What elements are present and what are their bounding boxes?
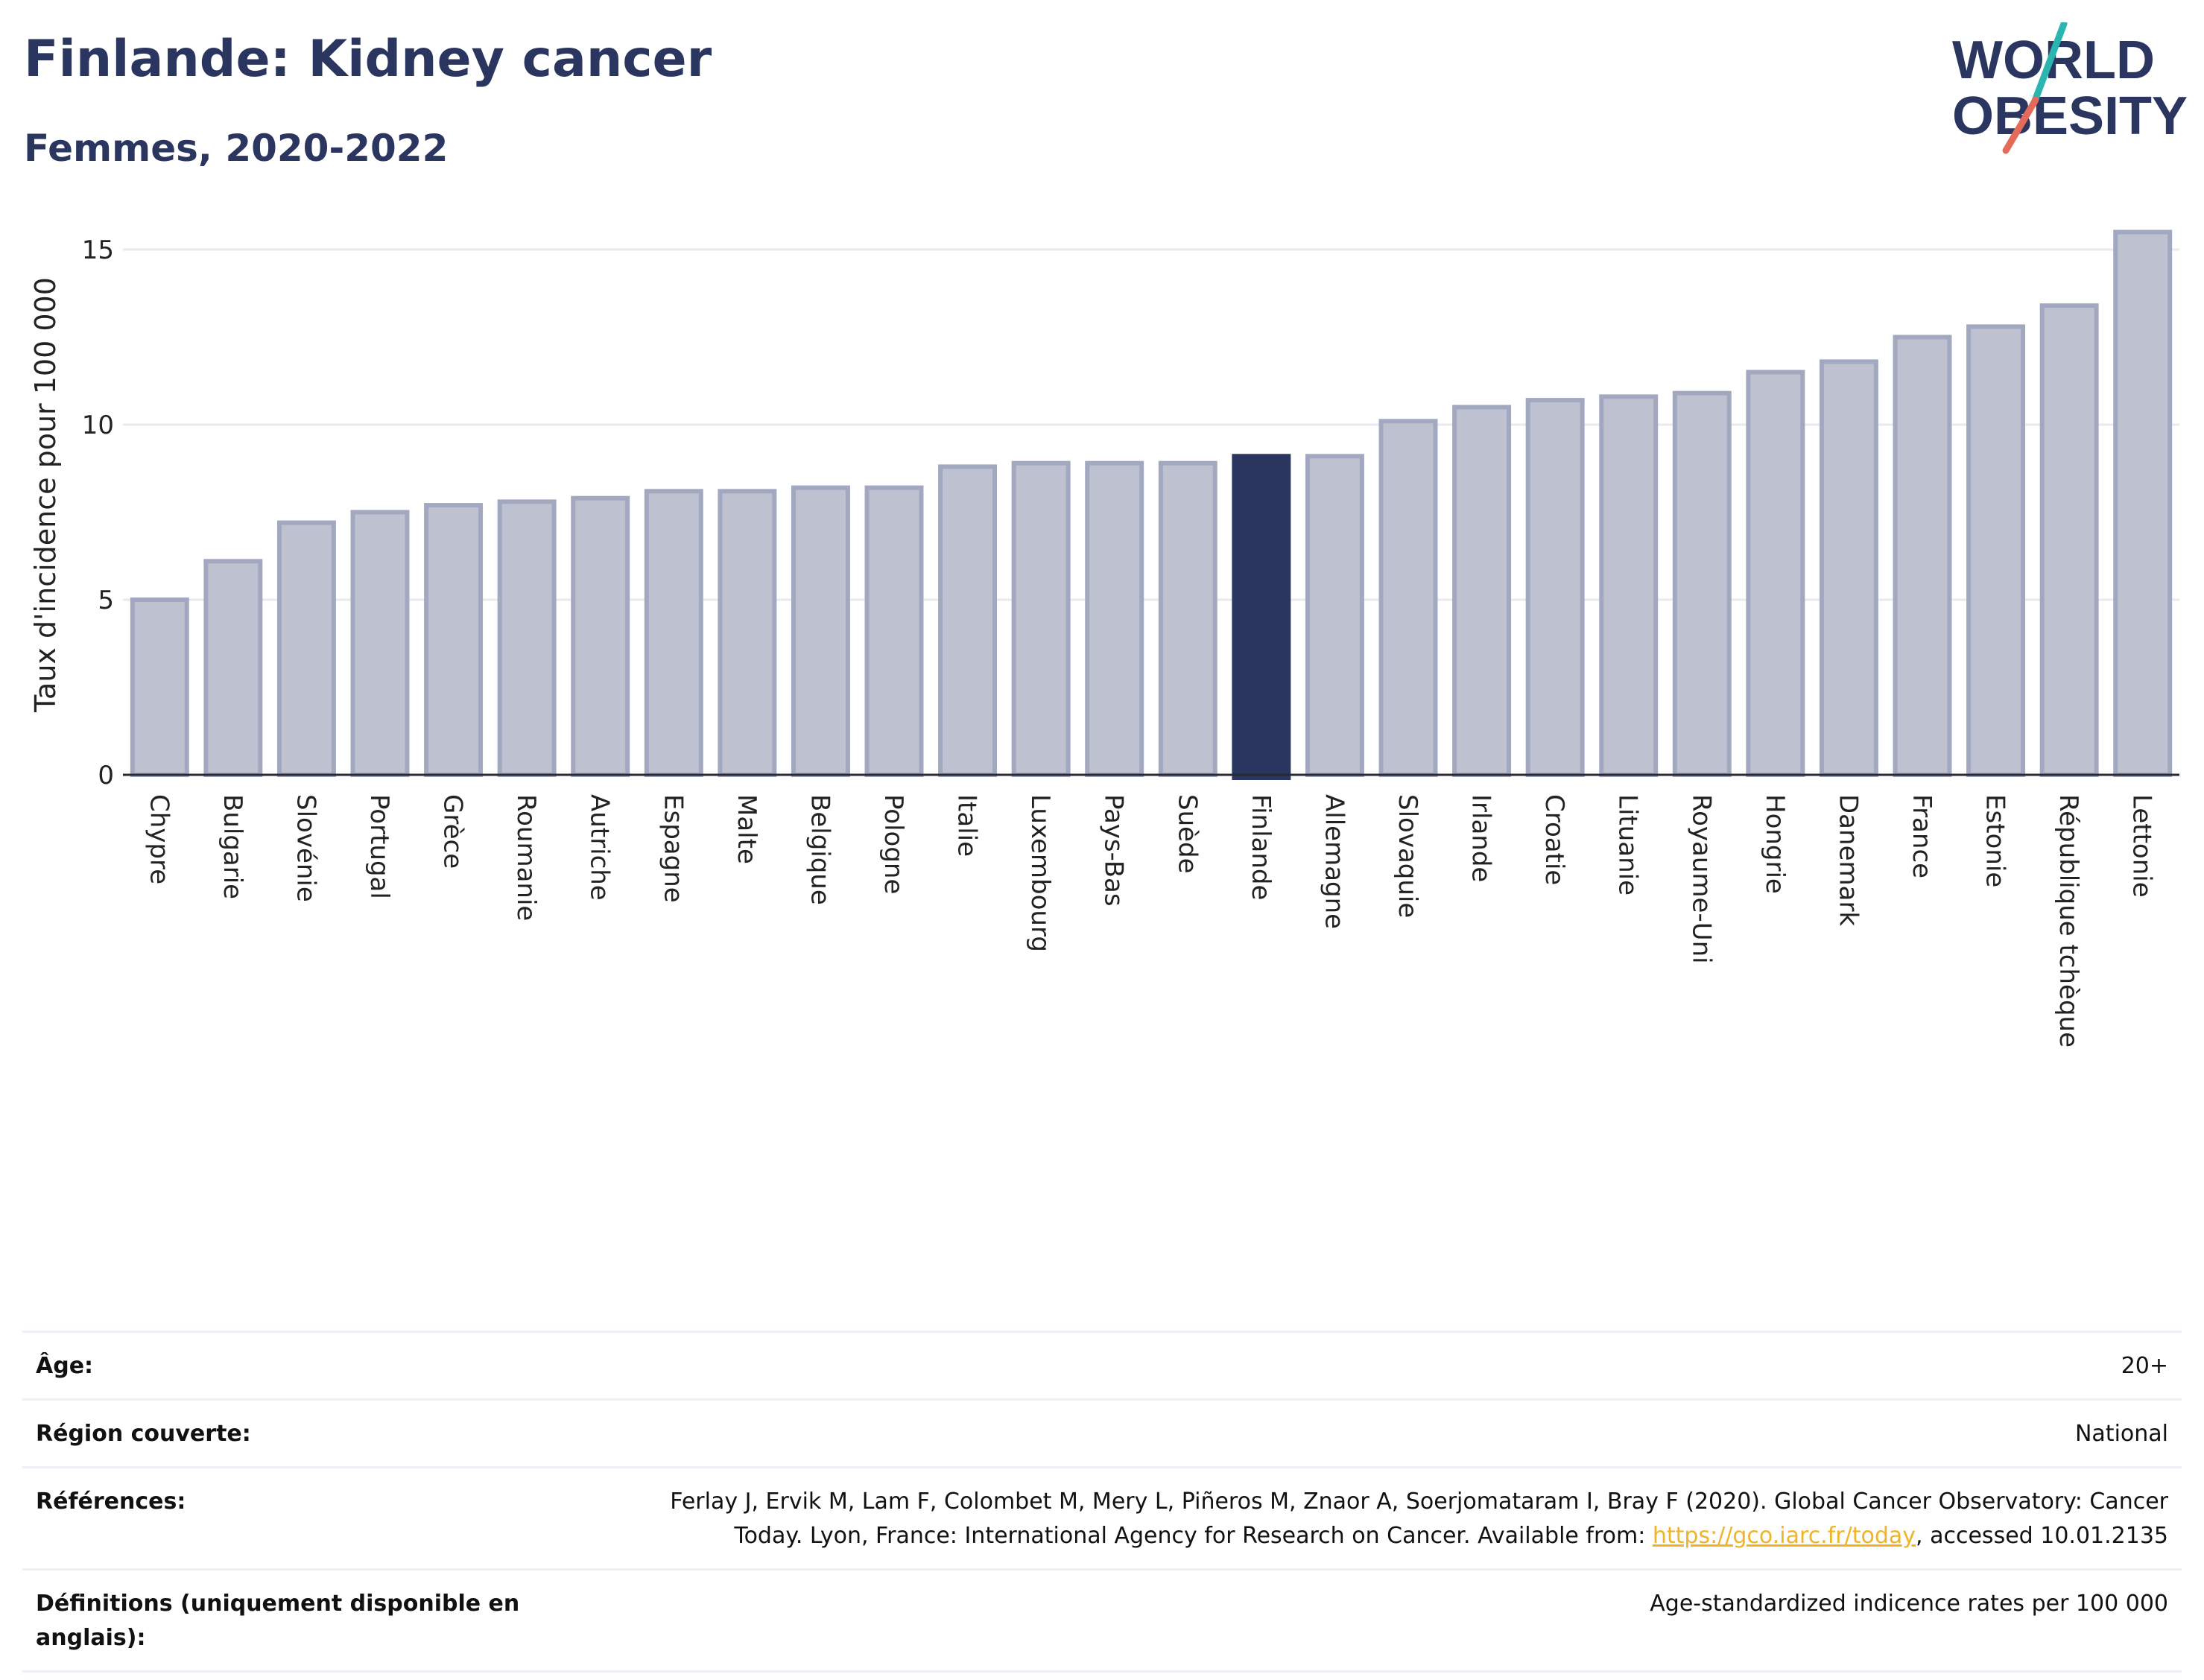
bar-belgique <box>791 485 850 777</box>
bar-france <box>1893 335 1952 777</box>
bar-pays-bas <box>1085 460 1144 777</box>
bar-espagne <box>644 489 703 777</box>
x-tick-label: Italie <box>952 794 982 857</box>
x-tick-label: Irlande <box>1466 794 1496 882</box>
bar-roumanie <box>497 499 557 778</box>
age-label: Âge: <box>22 1331 586 1400</box>
references-text: Ferlay J, Ervik M, Lam F, Colombet M, Me… <box>670 1489 2168 1549</box>
bar-luxembourg <box>1011 460 1071 777</box>
age-value: 20+ <box>586 1331 2182 1400</box>
references-value: Ferlay J, Ervik M, Lam F, Colombet M, Me… <box>586 1466 2182 1570</box>
definitions-label: Définitions (uniquement disponible en an… <box>22 1568 586 1673</box>
bar-autriche <box>571 495 630 777</box>
info-row-definitions: Définitions (uniquement disponible en an… <box>22 1568 2182 1673</box>
y-axis-label: Taux d'incidence pour 100 000 <box>29 277 62 713</box>
bar-italie <box>938 464 998 778</box>
logo-slash-coral <box>2002 96 2039 154</box>
x-tick-label: France <box>1907 794 1937 878</box>
x-tick-label: Estonie <box>1980 794 2010 887</box>
chart-subtitle: Femmes, 2020-2022 <box>24 127 449 170</box>
x-tick-label: Pays-Bas <box>1099 794 1129 907</box>
x-tick-label: Royaume-Uni <box>1686 794 1716 964</box>
x-tick-label: Danemark <box>1833 794 1863 926</box>
world-obesity-logo: WORLD OBESITY <box>1952 22 2188 154</box>
bar-chypre <box>130 597 189 777</box>
bar-pologne <box>864 485 924 777</box>
bar-gr-ce <box>424 503 484 777</box>
x-tick-label: Suède <box>1172 794 1202 874</box>
references-link[interactable]: https://gco.iarc.fr/today <box>1652 1523 1916 1549</box>
x-tick-label: Chypre <box>144 794 174 884</box>
logo-slash-teal <box>2030 22 2068 107</box>
bar-hongrie <box>1746 370 1805 777</box>
logo-line-2: OBESITY <box>1952 86 2188 146</box>
bar-chart: 0 5 10 15 Taux d'incidence pour 100 000 Chypr… <box>29 229 2179 1047</box>
y-tick-label: 5 <box>98 586 114 615</box>
info-row-region: Région couverte: National <box>22 1398 2182 1468</box>
bar-bulgarie <box>203 559 263 777</box>
bar-irlande <box>1452 405 1512 777</box>
info-row-age: Âge: 20+ <box>22 1331 2182 1400</box>
y-tick-label: 15 <box>82 235 114 265</box>
x-tick-label: Finlande <box>1246 794 1276 900</box>
bar-danemark <box>1819 359 1878 777</box>
y-tick-label: 0 <box>98 761 114 790</box>
bar-royaume-uni <box>1672 390 1732 777</box>
x-tick-label: Croatie <box>1539 794 1569 885</box>
region-label: Région couverte: <box>22 1398 586 1468</box>
bar-lituanie <box>1599 394 1659 778</box>
x-tick-label: Belgique <box>805 794 835 905</box>
bar-estonie <box>1966 324 2026 777</box>
x-tick-label: Slovénie <box>291 794 320 902</box>
references-suffix: , accessed 10.01.2135 <box>1916 1523 2168 1549</box>
bar-r-publique-tch-que <box>2039 303 2099 777</box>
x-tick-label: Portugal <box>364 794 394 899</box>
bar-lettonie <box>2113 229 2173 777</box>
x-tick-label: Lituanie <box>1613 794 1643 896</box>
x-tick-label: Luxembourg <box>1025 794 1055 952</box>
bar-portugal <box>350 510 410 777</box>
x-tick-label: Slovaquie <box>1393 794 1422 918</box>
definitions-value: Age-standardized indicence rates per 100… <box>586 1568 2182 1673</box>
bar-allemagne <box>1305 454 1364 777</box>
x-tick-label: Bulgarie <box>218 794 247 899</box>
x-tick-label: Lettonie <box>2127 794 2157 898</box>
y-tick-label: 10 <box>82 411 114 440</box>
info-row-references: Références: Ferlay J, Ervik M, Lam F, Co… <box>22 1466 2182 1570</box>
bar-malte <box>718 489 777 777</box>
x-tick-label: Grèce <box>438 794 468 869</box>
x-tick-label: Malte <box>732 794 761 864</box>
x-tick-label: Pologne <box>878 794 908 894</box>
x-tick-label: Autriche <box>585 794 615 901</box>
bar-su-de <box>1158 460 1217 777</box>
x-tick-label: République tchèque <box>2053 794 2083 1047</box>
bar-slov-nie <box>276 520 336 777</box>
x-tick-label: Espagne <box>658 794 688 903</box>
references-label: Références: <box>22 1466 586 1570</box>
x-tick-label: Allemagne <box>1319 794 1349 929</box>
x-tick-label: Roumanie <box>511 794 541 921</box>
region-value: National <box>586 1398 2182 1468</box>
bar-slovaquie <box>1378 419 1438 777</box>
bar-croatie <box>1525 398 1585 777</box>
chart-title: Finlande: Kidney cancer <box>24 30 712 89</box>
info-table: Âge: 20+ Région couverte: National Référ… <box>22 1331 2182 1673</box>
bar-finlande <box>1232 454 1291 780</box>
x-tick-label: Hongrie <box>1760 794 1790 894</box>
